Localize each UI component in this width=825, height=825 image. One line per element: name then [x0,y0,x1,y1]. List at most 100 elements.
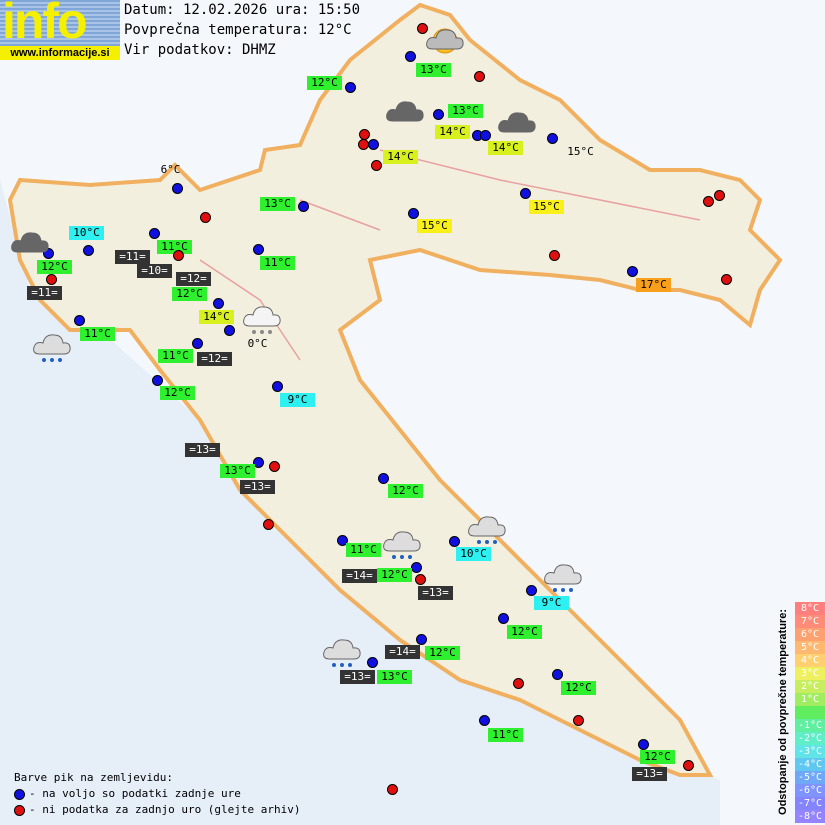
blue-station-dot[interactable] [337,535,348,546]
station-temperature-label[interactable]: =11= [115,250,150,264]
station-temperature-label[interactable]: 14°C [199,310,234,324]
blue-station-dot[interactable] [627,266,638,277]
red-station-dot[interactable] [703,196,714,207]
blue-station-dot[interactable] [172,183,183,194]
logo[interactable]: info www.informacije.si [0,0,120,60]
blue-station-dot[interactable] [368,139,379,150]
station-temperature-label[interactable]: 12°C [160,386,195,400]
logo-url[interactable]: www.informacije.si [0,46,120,60]
blue-station-dot[interactable] [253,457,264,468]
blue-station-dot[interactable] [405,51,416,62]
station-temperature-label[interactable]: 14°C [383,150,418,164]
station-temperature-label[interactable]: 12°C [388,484,423,498]
station-temperature-label[interactable]: 11°C [80,327,115,341]
red-station-dot[interactable] [573,715,584,726]
blue-station-dot[interactable] [345,82,356,93]
red-station-dot[interactable] [263,519,274,530]
station-temperature-label[interactable]: 13°C [220,464,255,478]
red-station-dot[interactable] [417,23,428,34]
blue-station-dot[interactable] [520,188,531,199]
station-temperature-label[interactable]: =13= [185,443,220,457]
station-temperature-label[interactable]: =12= [197,352,232,366]
station-temperature-label[interactable]: =13= [418,586,453,600]
blue-station-dot[interactable] [416,634,427,645]
blue-station-dot[interactable] [449,536,460,547]
blue-station-dot[interactable] [272,381,283,392]
station-temperature-label[interactable]: =13= [632,767,667,781]
station-temperature-label[interactable]: 12°C [640,750,675,764]
blue-station-dot[interactable] [411,562,422,573]
blue-station-dot[interactable] [253,244,264,255]
blue-station-dot[interactable] [433,109,444,120]
red-station-dot[interactable] [683,760,694,771]
blue-station-dot[interactable] [298,201,309,212]
red-station-dot[interactable] [46,274,57,285]
station-temperature-label[interactable]: =14= [385,645,420,659]
blue-station-dot[interactable] [638,739,649,750]
blue-station-dot[interactable] [83,245,94,256]
red-station-dot[interactable] [387,784,398,795]
red-station-dot[interactable] [513,678,524,689]
station-temperature-label[interactable]: 15°C [567,145,594,158]
blue-station-dot[interactable] [479,715,490,726]
red-station-dot[interactable] [371,160,382,171]
station-temperature-label[interactable]: =12= [176,272,211,286]
blue-station-dot[interactable] [480,130,491,141]
station-temperature-label[interactable]: =13= [340,670,375,684]
station-temperature-label[interactable]: 12°C [561,681,596,695]
blue-station-dot[interactable] [74,315,85,326]
red-station-dot[interactable] [721,274,732,285]
station-temperature-label[interactable]: 11°C [346,543,381,557]
station-temperature-label[interactable]: 9°C [534,596,569,610]
station-temperature-label[interactable]: 14°C [435,125,470,139]
station-temperature-label[interactable]: 12°C [307,76,342,90]
station-temperature-label[interactable]: 10°C [456,547,491,561]
station-temperature-label[interactable]: 12°C [172,287,207,301]
station-temperature-label[interactable]: =11= [27,286,62,300]
station-temperature-label[interactable]: 9°C [280,393,315,407]
station-temperature-label[interactable]: 17°C [636,278,671,292]
station-temperature-label[interactable]: 11°C [158,349,193,363]
blue-station-dot[interactable] [213,298,224,309]
blue-station-dot[interactable] [408,208,419,219]
blue-station-dot[interactable] [367,657,378,668]
blue-station-dot[interactable] [149,228,160,239]
red-station-dot[interactable] [714,190,725,201]
red-station-dot[interactable] [474,71,485,82]
station-temperature-label[interactable]: 15°C [529,200,564,214]
station-temperature-label[interactable]: 13°C [260,197,295,211]
blue-station-dot[interactable] [152,375,163,386]
red-station-dot[interactable] [173,250,184,261]
scale-row: 4°C [795,654,825,667]
blue-station-dot[interactable] [526,585,537,596]
station-temperature-label[interactable]: 15°C [417,219,452,233]
blue-station-dot[interactable] [547,133,558,144]
station-temperature-label[interactable]: 12°C [37,260,72,274]
red-station-dot[interactable] [269,461,280,472]
station-temperature-label[interactable]: 11°C [157,240,192,254]
station-temperature-label[interactable]: =14= [342,569,377,583]
station-temperature-label[interactable]: 12°C [377,568,412,582]
blue-station-dot[interactable] [43,248,54,259]
station-temperature-label[interactable]: =13= [240,480,275,494]
station-temperature-label[interactable]: 10°C [69,226,104,240]
station-temperature-label[interactable]: 0°C [247,337,268,350]
blue-station-dot[interactable] [552,669,563,680]
station-temperature-label[interactable]: 6°C [160,163,181,176]
station-temperature-label[interactable]: 12°C [425,646,460,660]
station-temperature-label[interactable]: =10= [137,264,172,278]
station-temperature-label[interactable]: 13°C [377,670,412,684]
blue-station-dot[interactable] [498,613,509,624]
station-temperature-label[interactable]: 13°C [448,104,483,118]
blue-station-dot[interactable] [192,338,203,349]
red-station-dot[interactable] [200,212,211,223]
station-temperature-label[interactable]: 11°C [260,256,295,270]
station-temperature-label[interactable]: 13°C [416,63,451,77]
station-temperature-label[interactable]: 11°C [488,728,523,742]
station-temperature-label[interactable]: 14°C [488,141,523,155]
red-station-dot[interactable] [415,574,426,585]
station-temperature-label[interactable]: 12°C [507,625,542,639]
blue-station-dot[interactable] [378,473,389,484]
red-station-dot[interactable] [549,250,560,261]
blue-station-dot[interactable] [224,325,235,336]
